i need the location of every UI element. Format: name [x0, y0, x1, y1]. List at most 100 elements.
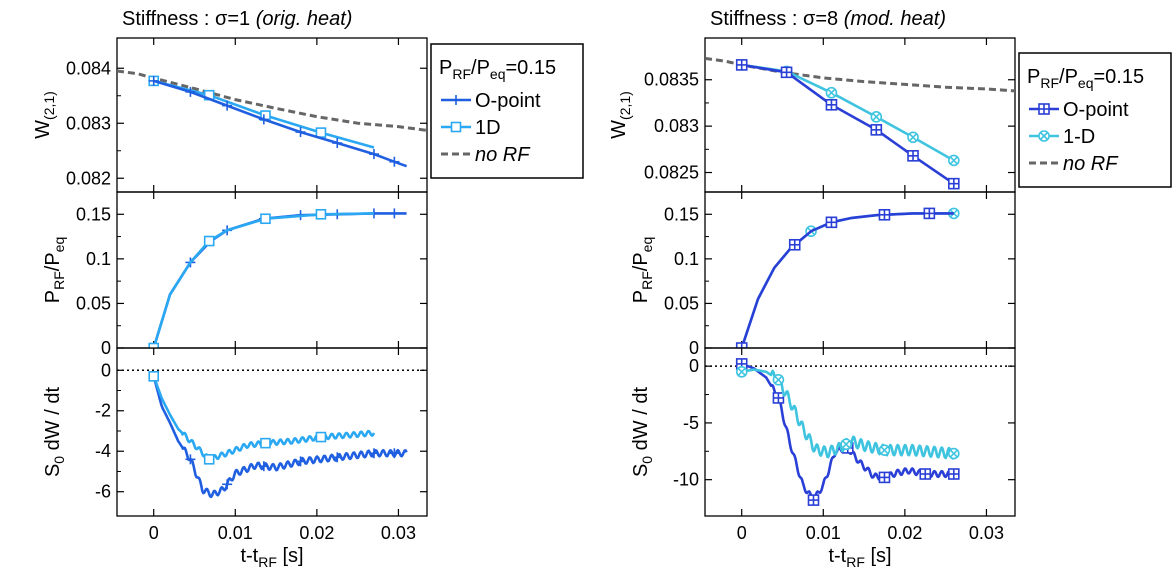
panel-1: 0.0825 0.083 0.0835 W(2,1) — [608, 37, 1016, 193]
x-tick-label: 0.03 — [381, 523, 416, 543]
data-point — [907, 131, 919, 144]
y-tick-label: -6 — [95, 482, 111, 502]
y-axis-label: S0 dW / dt — [630, 387, 655, 477]
data-point — [907, 150, 919, 162]
data-point — [735, 59, 748, 71]
data-point — [919, 468, 932, 480]
series-line-no-rf — [705, 56, 1015, 93]
y-tick-label: 0.083 — [66, 113, 111, 133]
y-tick-label: 0 — [689, 338, 699, 358]
data-point — [948, 447, 960, 460]
panel-frame — [116, 191, 428, 349]
data-point — [735, 342, 748, 348]
data-point — [148, 371, 160, 382]
panel-frame — [704, 347, 1016, 517]
x-tick-label: 0 — [149, 523, 159, 543]
data-point — [203, 454, 215, 465]
series-line-1d — [152, 212, 375, 348]
data-point — [368, 448, 379, 459]
legend: PRF/Peq=0.15 O-point 1-D no RF — [1018, 52, 1172, 188]
y-tick-label: 0.15 — [664, 204, 699, 224]
y-tick-label: 0.0825 — [644, 163, 699, 183]
panel-frame — [116, 347, 428, 517]
data-point — [315, 127, 327, 138]
data-point — [295, 127, 306, 138]
x-tick-label: 0.01 — [806, 523, 841, 543]
y-tick-label: 0 — [101, 338, 111, 358]
panel-3: -6 -4 -2 0 S0 dW / dt 0 0.01 0.02 0.03 t-tRF [s] — [42, 347, 428, 570]
series-group — [705, 56, 1015, 190]
data-point — [315, 208, 327, 220]
data-point — [148, 75, 159, 86]
data-point — [870, 124, 883, 136]
y-tick-label: 0.0835 — [644, 70, 699, 90]
data-point — [878, 471, 891, 484]
series-group — [735, 358, 960, 506]
data-point — [332, 452, 343, 463]
chart-1: Stiffness : σ=1 (orig. heat)0.0820.0830.… — [32, 8, 584, 570]
series-line-1d — [152, 375, 376, 463]
data-point — [260, 213, 271, 225]
y-axis-label: PRF/Peq — [42, 237, 67, 304]
series-line-o-point — [741, 63, 955, 185]
series-group — [148, 208, 407, 348]
y-tick-label: -4 — [95, 441, 111, 461]
legend-label: O-point — [1063, 99, 1129, 121]
series-line-no-rf — [117, 69, 427, 132]
y-tick-label: 0.15 — [76, 204, 111, 224]
y-tick-label: 0.084 — [66, 58, 111, 78]
y-axis-label: W(2,1) — [608, 91, 633, 139]
x-axis-label: t-tRF [s] — [240, 545, 303, 570]
data-point — [203, 235, 215, 247]
panel-1: 0.082 0.083 0.084 W(2,1) — [32, 37, 428, 193]
data-point — [840, 438, 852, 451]
y-axis-label: W(2,1) — [32, 91, 57, 139]
legend-label: no RF — [1063, 153, 1119, 175]
legend-title: PRF/Peq=0.15 — [1027, 66, 1144, 91]
series-group — [735, 207, 960, 348]
data-point — [185, 86, 196, 97]
data-point — [368, 149, 379, 160]
data-point — [295, 456, 306, 467]
data-point — [315, 431, 327, 443]
y-tick-label: 0.05 — [76, 293, 111, 313]
data-point — [870, 111, 883, 123]
y-tick-label: -5 — [683, 413, 699, 433]
data-point — [923, 207, 936, 220]
chart-title: Stiffness : σ=8 (mod. heat) — [710, 8, 946, 30]
y-tick-label: -2 — [95, 401, 111, 421]
data-point — [948, 177, 960, 190]
data-point — [222, 479, 233, 490]
y-axis-label: PRF/Peq — [630, 237, 655, 304]
data-point — [780, 66, 793, 79]
series-line-o-point — [741, 362, 955, 505]
data-point — [772, 373, 785, 386]
series-group — [117, 69, 427, 168]
y-axis-label: S0 dW / dt — [42, 387, 67, 477]
x-tick-label: 0.03 — [969, 523, 1004, 543]
x-tick-label: 0 — [737, 523, 747, 543]
legend-box — [430, 43, 584, 179]
legend-marker — [1038, 103, 1050, 115]
data-point — [258, 461, 269, 472]
series-line-1-d — [740, 212, 954, 348]
data-point — [878, 444, 891, 456]
data-point — [389, 156, 400, 167]
data-point — [389, 448, 400, 459]
x-axis-label: t-tRF [s] — [828, 545, 891, 570]
data-point — [788, 238, 801, 251]
series-line-o-point — [152, 212, 407, 348]
y-tick-label: 0 — [689, 356, 699, 376]
data-point — [948, 468, 960, 480]
chart-2: Stiffness : σ=8 (mod. heat)0.08250.0830.… — [608, 8, 1172, 570]
data-point — [807, 494, 820, 506]
legend-marker — [450, 121, 462, 133]
y-tick-label: 0.05 — [664, 293, 699, 313]
legend-title: PRF/Peq=0.15 — [439, 57, 556, 82]
legend-label: 1-D — [1063, 126, 1095, 148]
legend-box — [1018, 52, 1172, 188]
legend-label: 1D — [475, 117, 501, 139]
data-point — [948, 154, 960, 167]
y-tick-label: 0 — [101, 360, 111, 380]
